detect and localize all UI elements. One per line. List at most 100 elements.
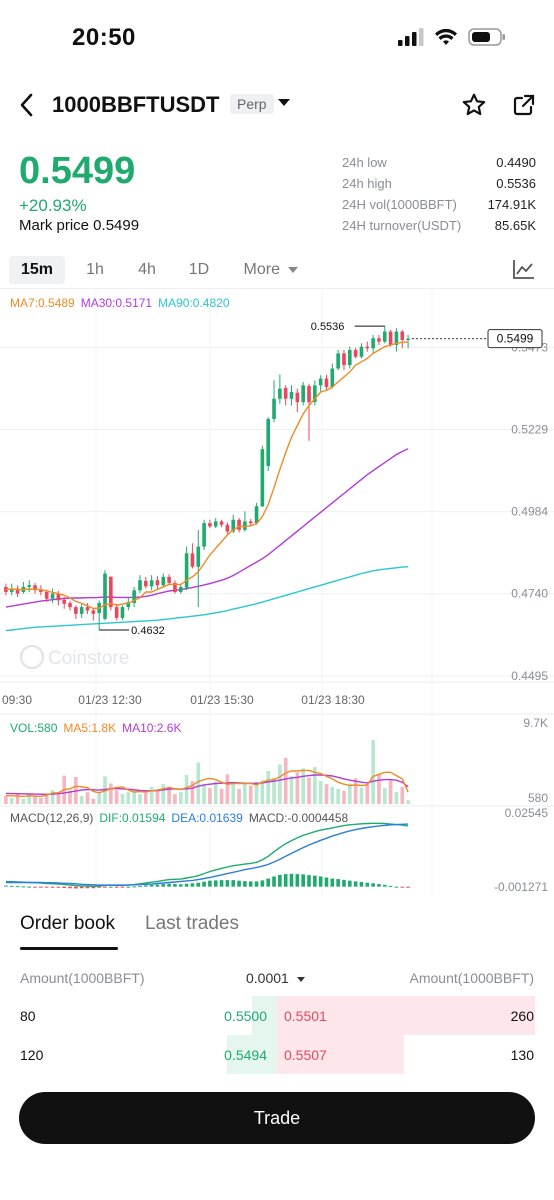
- tab-1d[interactable]: 1D: [188, 261, 210, 278]
- candle: [9, 588, 14, 592]
- share-icon[interactable]: [512, 93, 536, 117]
- volume-bar: [4, 796, 8, 804]
- candle: [243, 521, 247, 530]
- volume-bar: [190, 780, 195, 804]
- y-tick-label: 0.4495: [511, 669, 548, 683]
- volume-bar: [388, 780, 393, 804]
- precision-value: 0.0001: [246, 970, 289, 986]
- star-icon[interactable]: [461, 92, 487, 118]
- cellular-signal-icon: [398, 28, 424, 46]
- volume-legend-item: MA10:2.6K: [122, 721, 181, 735]
- volume-bar: [394, 792, 399, 804]
- tab-1h[interactable]: 1h: [86, 261, 104, 278]
- macd-histogram-bar: [318, 876, 323, 887]
- volume-bar: [167, 786, 171, 804]
- macd-histogram-bar: [9, 885, 14, 887]
- macd-histogram-bar: [196, 882, 201, 887]
- ma7-label: MA7:0.5489: [10, 296, 75, 310]
- x-tick-label: 01/23 18:30: [301, 693, 365, 707]
- macd-histogram-bar: [377, 884, 381, 887]
- ask-depth-bar: [277, 1035, 405, 1074]
- macd-histogram-bar: [237, 880, 241, 887]
- candle: [388, 331, 393, 345]
- caret-down-icon: [296, 976, 305, 982]
- order-book-row[interactable]: 120 0.5494 0.5507 130: [0, 1035, 554, 1074]
- volume-bar: [272, 777, 276, 804]
- bid-amount: 80: [20, 1008, 36, 1024]
- candle: [15, 588, 20, 594]
- volume-bar: [143, 792, 148, 804]
- macd-histogram-bar: [278, 874, 282, 887]
- precision-select[interactable]: 0.0001: [246, 970, 305, 986]
- back-arrow-icon[interactable]: [14, 90, 40, 120]
- volume-bar: [301, 768, 305, 804]
- y-tick-label: 0.4984: [511, 505, 548, 519]
- tab-more[interactable]: More: [236, 256, 306, 284]
- status-bar: 20:50: [0, 0, 554, 76]
- bid-depth-bar: [252, 996, 277, 1035]
- price-chart[interactable]: 0.54730.52290.49840.47400.4495Coinstore0…: [0, 290, 554, 896]
- pair-name[interactable]: 1000BBFTUSDT: [52, 92, 220, 117]
- y-tick-label: 0.4740: [511, 587, 548, 601]
- macd-histogram-bar: [155, 884, 160, 887]
- volume-bar: [109, 783, 113, 804]
- macd-histogram-bar: [190, 883, 195, 887]
- volume-bar: [406, 800, 410, 804]
- active-tab-underline: [20, 947, 118, 950]
- candle: [167, 576, 171, 583]
- line-chart-icon[interactable]: [512, 258, 536, 280]
- macd-histogram-bar: [79, 886, 84, 889]
- tab-4h[interactable]: 4h: [138, 261, 156, 278]
- candle: [353, 350, 358, 357]
- volume-legend: VOL:580 MA5:1.8K MA10:2.6K: [10, 721, 181, 735]
- stat-label: 24H turnover(USDT): [342, 218, 462, 233]
- volume-bar: [155, 789, 160, 804]
- macd-histogram-bar: [400, 886, 405, 888]
- macd-histogram-bar: [365, 882, 370, 887]
- candle: [138, 580, 142, 591]
- macd-histogram-bar: [109, 886, 113, 888]
- macd-histogram-bar: [342, 879, 346, 887]
- x-tick-label: 01/23 15:30: [190, 693, 254, 707]
- x-tick-label: 09:30: [2, 693, 32, 707]
- pair-dropdown-caret-icon[interactable]: [278, 99, 290, 106]
- tab-15m[interactable]: 15m: [9, 256, 65, 284]
- candle: [56, 593, 61, 601]
- stats-panel: 24h low 0.4490 24h high 0.5536 24H vol(1…: [342, 155, 536, 239]
- high-marker-label: 0.5536: [311, 321, 345, 333]
- order-book-row[interactable]: 80 0.5500 0.5501 260: [0, 996, 554, 1035]
- volume-bar: [324, 784, 329, 804]
- macd-histogram-bar: [62, 886, 67, 888]
- volume-bar: [196, 762, 201, 804]
- tab-order-book[interactable]: Order book: [20, 913, 116, 934]
- volume-bar: [225, 774, 230, 804]
- stat-label: 24h high: [342, 176, 392, 191]
- volume-bar: [68, 790, 72, 804]
- volume-bar: [202, 784, 206, 804]
- candle: [377, 338, 381, 342]
- stat-value: 0.5536: [496, 176, 536, 191]
- candle: [27, 585, 32, 587]
- trade-button[interactable]: Trade: [19, 1092, 535, 1144]
- ask-price: 0.5507: [284, 1047, 327, 1063]
- macd-histogram-bar: [167, 883, 171, 887]
- x-tick-label: 01/23 12:30: [78, 693, 142, 707]
- candle: [155, 580, 160, 586]
- order-book-tabs: Order book Last trades: [0, 905, 554, 953]
- macd-histogram-bar: [39, 886, 43, 888]
- candle: [68, 603, 72, 608]
- volume-bar: [359, 787, 364, 804]
- macd-histogram-bar: [371, 883, 375, 887]
- candle: [44, 591, 49, 599]
- volume-bar: [173, 794, 177, 804]
- macd-histogram-bar: [132, 886, 136, 888]
- candle: [190, 553, 195, 567]
- candle: [196, 546, 201, 567]
- candle: [336, 353, 340, 369]
- macd-histogram-bar: [213, 880, 218, 887]
- tab-last-trades[interactable]: Last trades: [145, 913, 239, 934]
- macd-histogram-bar: [97, 886, 101, 888]
- current-price-label: 0.5499: [497, 332, 534, 346]
- candle: [371, 338, 375, 349]
- candle: [365, 346, 370, 349]
